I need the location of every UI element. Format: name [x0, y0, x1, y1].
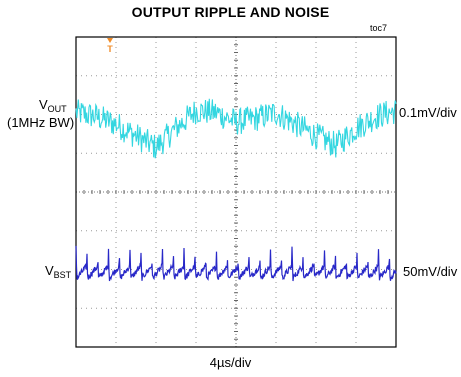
vout-trace: [75, 98, 397, 159]
vout-scale: 0.1mV/div: [399, 105, 457, 120]
vbst-scale: 50mV/div: [403, 264, 458, 279]
vbst-trace: [75, 245, 397, 282]
x-axis-label: 4µs/div: [209, 355, 252, 370]
figure-id: toc7: [370, 23, 388, 33]
plot-frame: [75, 36, 397, 348]
vout-label: VOUT: [39, 97, 67, 114]
trigger-marker-icon: [107, 38, 113, 43]
vbst-label: VBST: [45, 263, 72, 280]
trigger-marker-label: T: [107, 44, 113, 54]
chart-title: OUTPUT RIPPLE AND NOISE: [131, 4, 330, 20]
vout-bandwidth-note: (1MHz BW): [7, 115, 75, 130]
